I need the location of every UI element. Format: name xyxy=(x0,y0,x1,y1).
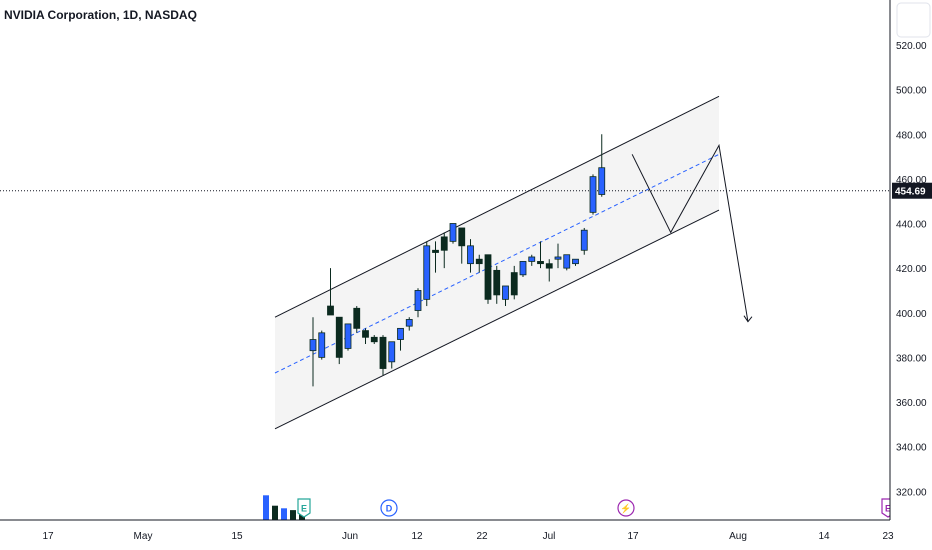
time-tick-label: 23 xyxy=(882,531,894,542)
candle-body xyxy=(353,307,361,329)
candle-body xyxy=(344,323,352,349)
price-tick-label: 420.00 xyxy=(896,264,927,275)
time-tick-label: 17 xyxy=(42,531,54,542)
time-tick-label: Jun xyxy=(342,531,358,542)
chart-title: NVIDIA Corporation, 1D, NASDAQ xyxy=(4,8,197,22)
projection-arrowhead xyxy=(743,315,753,323)
event-label: E xyxy=(301,504,307,514)
time-tick-label: Aug xyxy=(729,531,747,542)
candle-body xyxy=(528,256,536,262)
candle-body xyxy=(327,305,334,316)
price-tick-label: 340.00 xyxy=(896,443,927,454)
projection-zigzag[interactable] xyxy=(631,143,749,322)
event-shape xyxy=(617,499,635,517)
last-price-badge-label: 454.69 xyxy=(895,187,926,198)
projection-drawing[interactable] xyxy=(631,143,753,323)
volume-bar xyxy=(272,505,278,520)
price-tick-label: 440.00 xyxy=(896,220,927,231)
channel-lower-line[interactable] xyxy=(274,209,720,430)
candle-body xyxy=(519,261,527,276)
candle-body xyxy=(502,285,509,300)
channel-drawing[interactable] xyxy=(0,95,890,430)
candles-group xyxy=(309,134,606,387)
event-shape xyxy=(380,499,398,517)
time-tick-label: 12 xyxy=(411,531,423,542)
settings-button[interactable] xyxy=(896,2,931,38)
candle-body xyxy=(580,229,588,251)
candle-body xyxy=(572,258,579,265)
candle-body xyxy=(423,245,431,300)
candle-body xyxy=(563,254,571,269)
volume-bar xyxy=(281,508,287,520)
channel-mid-line[interactable] xyxy=(274,153,720,374)
candle-body xyxy=(554,256,562,260)
candle-body xyxy=(467,245,474,265)
candle-body xyxy=(309,339,317,352)
price-tick-label: 460.00 xyxy=(896,175,927,186)
candle-body xyxy=(379,336,387,369)
volume-bar xyxy=(290,510,296,520)
candle-body xyxy=(510,272,518,296)
candle-body xyxy=(545,263,553,269)
candle-body xyxy=(493,269,501,296)
candle-body xyxy=(598,167,606,195)
price-tick-label: 360.00 xyxy=(896,398,927,409)
event-label: D xyxy=(386,504,393,514)
candle-body xyxy=(362,330,369,338)
event-shape xyxy=(297,498,311,518)
earnings-event-icon[interactable]: E xyxy=(297,498,311,518)
price-tick-label: 380.00 xyxy=(896,353,927,364)
time-tick-label: 22 xyxy=(476,531,488,542)
candle-body xyxy=(589,176,597,213)
candle-body xyxy=(432,249,439,253)
time-tick-label: May xyxy=(134,531,153,542)
candle-body xyxy=(370,336,378,343)
channel-upper-line[interactable] xyxy=(274,95,720,318)
candle-body xyxy=(458,227,466,247)
candle-body xyxy=(335,316,343,358)
candle-body xyxy=(397,327,404,340)
channel-fill xyxy=(275,96,719,429)
price-axis-bg[interactable] xyxy=(890,0,932,550)
time-tick-label: 15 xyxy=(231,531,243,542)
time-tick-label: Jul xyxy=(543,531,556,542)
time-tick-label: 17 xyxy=(627,531,639,542)
price-tick-label: 520.00 xyxy=(896,41,927,52)
candle-body xyxy=(475,258,483,265)
price-tick-label: 480.00 xyxy=(896,130,927,141)
time-tick-label: 14 xyxy=(818,531,830,542)
volume-bar xyxy=(263,495,269,520)
candle-body xyxy=(440,236,448,251)
candle-body xyxy=(414,290,422,311)
candle-body xyxy=(318,332,326,358)
price-tick-label: 500.00 xyxy=(896,86,927,97)
event-label: ⚡ xyxy=(620,503,631,515)
last-price-badge xyxy=(892,182,932,199)
candle-body xyxy=(449,223,457,242)
candle-body xyxy=(388,341,396,363)
split-event-icon[interactable]: ⚡ xyxy=(617,499,635,517)
events-group[interactable]: E D ⚡ E xyxy=(297,498,895,518)
dividend-event-icon[interactable]: D xyxy=(380,499,398,517)
candle-body xyxy=(405,319,413,327)
price-tick-label: 320.00 xyxy=(896,487,927,498)
price-tick-label: 400.00 xyxy=(896,309,927,320)
candle-body xyxy=(537,261,544,265)
candle-body xyxy=(484,254,492,300)
event-label: E xyxy=(885,504,891,514)
